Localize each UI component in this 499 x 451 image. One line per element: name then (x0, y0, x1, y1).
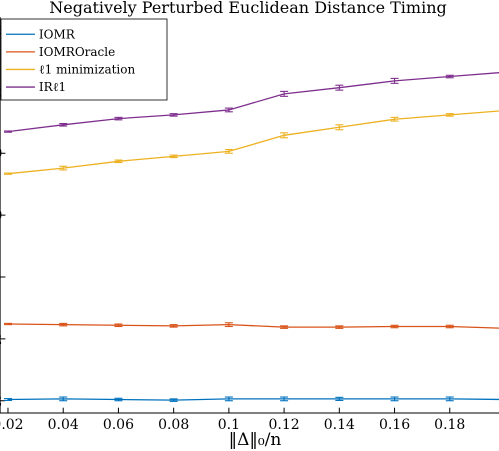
legend-label: IRℓ1 (39, 80, 66, 94)
x-tick-label: 0.02 (0, 417, 24, 433)
legend-label: IOMR (39, 27, 76, 41)
y-tick-label: 0 (0, 208, 2, 224)
legend-box (0, 18, 168, 101)
x-tick-label: 0.1 (218, 417, 240, 433)
y-tick-label: 2 (0, 394, 2, 410)
series-line-1 (7, 323, 499, 329)
x-tick-label: 0.14 (324, 417, 355, 433)
legend-label: IOMROracle (39, 45, 115, 59)
legend: IOMR IOMROracle ℓ1 minimization IRℓ1 (0, 18, 168, 101)
x-axis-ticks: 0.02 0.04 0.06 0.08 0.1 0.12 0.14 0.16 0.18 (0, 407, 465, 433)
x-tick-label: 0.06 (103, 417, 134, 433)
legend-label: ℓ1 minimization (39, 63, 136, 77)
chart-title: Negatively Perturbed Euclidean Distance … (49, 0, 447, 17)
y-tick-label: 1 (0, 270, 2, 286)
series-line-2 (7, 110, 499, 175)
x-tick-label: 0.04 (48, 417, 79, 433)
y-tick-label: 2 (0, 332, 2, 348)
x-tick-label: 0.16 (379, 417, 410, 433)
y-tick-label: 0 (0, 146, 2, 162)
x-tick-label: 0.08 (158, 417, 189, 433)
plot-series (3, 72, 499, 402)
series-line-3 (7, 72, 499, 133)
x-axis-label: ‖Δ‖₀/n (229, 430, 282, 450)
series-line-0 (7, 398, 499, 401)
x-tick-label: 0.18 (434, 417, 465, 433)
x-tick-label: 0.12 (269, 417, 300, 433)
